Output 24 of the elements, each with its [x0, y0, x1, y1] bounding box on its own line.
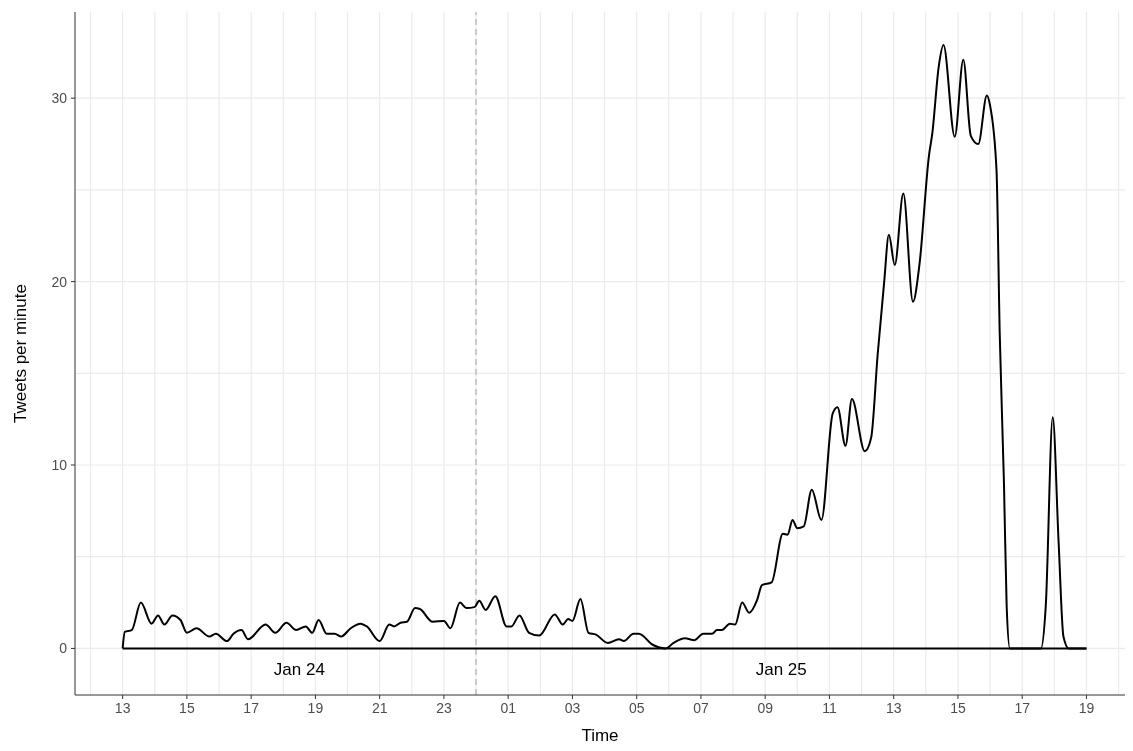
- x-tick-label: 01: [500, 700, 517, 716]
- y-tick-label: 30: [51, 90, 68, 107]
- x-tick-label: 15: [179, 700, 195, 716]
- x-tick-label: 17: [1014, 700, 1031, 716]
- x-tick-label: 15: [950, 700, 966, 716]
- x-tick-label: 03: [564, 700, 581, 716]
- y-tick-label: 10: [51, 457, 68, 474]
- x-tick-label: 13: [114, 700, 131, 716]
- y-tick-label: 0: [59, 640, 68, 657]
- y-tick-label: 20: [51, 273, 68, 290]
- x-tick-label: 19: [1078, 700, 1095, 716]
- y-axis-title: Tweets per minute: [11, 284, 31, 423]
- x-tick-label: 13: [885, 700, 902, 716]
- x-tick-label: 07: [693, 700, 709, 716]
- x-axis-title: Time: [581, 726, 619, 745]
- x-tick-label: 17: [243, 700, 260, 716]
- x-tick-label: 09: [757, 700, 774, 716]
- annotation: Jan 24: [273, 660, 325, 680]
- x-tick-label: 05: [628, 700, 645, 716]
- x-tick-label: 19: [307, 700, 324, 716]
- x-tick-label: 21: [371, 700, 388, 716]
- annotation: Jan 25: [755, 660, 807, 680]
- x-tick-label: 23: [436, 700, 452, 716]
- x-tick-label: 11: [822, 700, 837, 716]
